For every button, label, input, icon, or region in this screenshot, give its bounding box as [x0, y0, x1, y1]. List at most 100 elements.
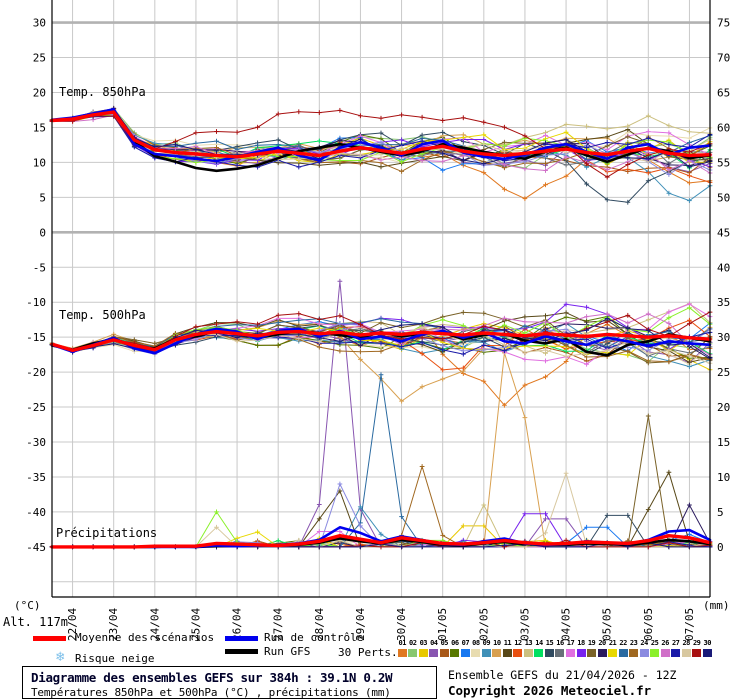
perturbation-key-item: 05 [439, 639, 450, 657]
perturbation-color-swatch [481, 649, 491, 657]
ensemble-member-lines [49, 105, 713, 550]
perturbation-number: 06 [451, 639, 459, 647]
perturbation-key-item: 24 [639, 639, 650, 657]
perturbation-key-item: 09 [481, 639, 492, 657]
perturbation-key-item: 01 [397, 639, 408, 657]
left-tick-label: -30 [26, 436, 46, 449]
panel-label-500hpa: Temp. 500hPa [59, 308, 146, 322]
date-tick-label: 28/04 [313, 608, 326, 641]
legend-mean-label: Moyenne des scénarios [75, 631, 215, 644]
perturbation-key-item: 19 [586, 639, 597, 657]
perturbation-color-swatch [502, 649, 512, 657]
left-tick-label: -35 [26, 471, 46, 484]
date-tick-label: 04/05 [560, 608, 573, 641]
perturbation-key-item: 26 [660, 639, 671, 657]
chart-grid [52, 0, 710, 597]
perturbation-key-item: 22 [618, 639, 629, 657]
perturbation-key-item: 03 [418, 639, 429, 657]
perturbation-number: 20 [598, 639, 606, 647]
perturbation-color-swatch [492, 649, 502, 657]
right-tick-label: 70 [717, 52, 730, 65]
perturbation-number: 25 [650, 639, 659, 647]
perturbation-key-item: 14 [534, 639, 545, 657]
perturbation-color-swatch [544, 649, 554, 657]
perturbation-number: 19 [587, 639, 596, 647]
perturbation-number: 23 [629, 639, 638, 647]
perturbation-key-item: 07 [460, 639, 471, 657]
snowflake-icon: ❄ [56, 649, 65, 665]
perturbation-color-swatch [692, 649, 702, 657]
left-tick-label: 25 [33, 52, 46, 65]
control-line-t850 [50, 108, 712, 163]
right-tick-label: 60 [717, 121, 730, 134]
perturbation-number: 22 [619, 639, 627, 647]
date-tick-label: 06/05 [642, 608, 655, 641]
chart-axes [51, 0, 711, 598]
perturbation-number: 08 [472, 639, 480, 647]
left-tick-label: -15 [26, 331, 46, 344]
date-tick-label: 02/05 [477, 608, 490, 641]
perturbation-key-item: 20 [597, 639, 608, 657]
perturbation-key-item: 25 [649, 639, 660, 657]
perturbation-key-item: 21 [607, 639, 618, 657]
perturbation-color-swatch [660, 649, 670, 657]
perts-count-label: 30 Perts. [338, 646, 398, 659]
perturbation-number: 02 [409, 639, 417, 647]
legend-control-swatch [225, 636, 258, 641]
perturbation-key-item: 15 [544, 639, 555, 657]
perturbation-number: 21 [608, 639, 617, 647]
perturbation-number: 26 [661, 639, 669, 647]
right-tick-label: 20 [717, 401, 730, 414]
right-tick-label: 35 [717, 296, 730, 309]
perturbation-number: 10 [493, 639, 501, 647]
perturbation-color-swatch [534, 649, 544, 657]
perturbation-color-swatch [513, 649, 523, 657]
legend-control-label: Run de contrôle [264, 631, 364, 644]
perturbation-color-swatch [566, 649, 575, 657]
perturbation-key-item: 04 [429, 639, 440, 657]
right-tick-label: 50 [717, 191, 730, 204]
right-tick-label: 15 [717, 436, 730, 449]
perturbation-number: 12 [514, 639, 522, 647]
date-tick-label: 26/04 [231, 608, 244, 641]
perturbation-key-item: 06 [450, 639, 461, 657]
left-tick-label: 15 [33, 121, 46, 134]
date-tick-label: 27/04 [272, 608, 285, 641]
perturbation-key-item: 23 [628, 639, 639, 657]
perturbation-number: 30 [703, 639, 711, 647]
perturbation-key-item: 27 [670, 639, 681, 657]
perturbation-color-swatch [418, 649, 428, 657]
perturbation-color-swatch [671, 649, 681, 657]
date-tick-label: 22/04 [66, 608, 79, 641]
left-tick-label: 20 [33, 87, 46, 100]
perturbation-color-key: 01 02 03 04 05 06 07 08 09 10 11 12 13 14 15 16 17 18 19 20… [397, 639, 713, 657]
left-tick-label: 5 [39, 191, 46, 204]
perturbation-number: 07 [461, 639, 470, 647]
mean-line-t500 [50, 329, 712, 353]
right-tick-label: 25 [717, 366, 730, 379]
perturbation-key-item: 11 [502, 639, 513, 657]
date-tick-label: 07/05 [683, 608, 696, 641]
perturbation-color-swatch [639, 649, 649, 657]
panel-label-850hpa: Temp. 850hPa [59, 85, 146, 99]
right-tick-label: 55 [717, 156, 730, 169]
legend-mean-swatch [33, 636, 66, 641]
left-tick-label: 10 [33, 156, 46, 169]
perturbation-key-item: 10 [492, 639, 503, 657]
perturbation-color-swatch [450, 649, 460, 657]
axis-tick-labels: 302520151050-5-10-15-20-25-30-35-40-4575… [26, 17, 730, 641]
perturbation-color-swatch [460, 649, 470, 657]
perturbation-color-swatch [439, 649, 449, 657]
perturbation-number: 01 [398, 639, 407, 647]
perturbation-key-item: 17 [565, 639, 576, 657]
snow-risk-label: Risque neige [75, 652, 155, 665]
perturbation-color-swatch [702, 649, 712, 657]
diagram-subtitle: Températures 850hPa et 500hPa (°C) , pré… [31, 686, 391, 699]
right-tick-label: 5 [717, 506, 724, 519]
perturbation-color-swatch [618, 649, 628, 657]
perturbation-color-swatch [429, 649, 439, 657]
perturbation-key-item: 29 [691, 639, 702, 657]
right-tick-label: 0 [717, 541, 724, 554]
perturbation-number: 27 [671, 639, 680, 647]
